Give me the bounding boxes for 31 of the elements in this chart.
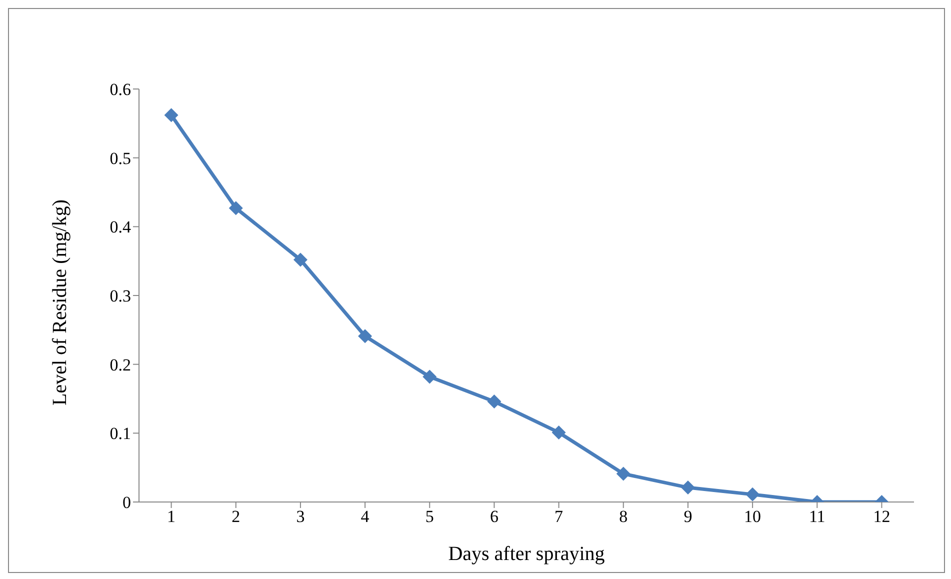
x-tick-label: 8 — [619, 507, 628, 526]
x-tick-label: 5 — [425, 507, 434, 526]
x-tick-label: 11 — [808, 507, 826, 526]
point — [164, 108, 178, 122]
x-tick-label: 2 — [232, 507, 240, 526]
point — [746, 487, 760, 502]
y-tick-label: 0.4 — [110, 218, 132, 237]
x-tick-label: 6 — [490, 507, 498, 526]
point — [616, 466, 630, 481]
x-tick-label: 3 — [296, 507, 305, 526]
point — [680, 480, 695, 495]
x-tick-label: 12 — [873, 507, 890, 526]
y-tick-label: 0.1 — [110, 424, 131, 444]
point — [358, 329, 372, 344]
y-tick-label: 0.6 — [110, 80, 131, 100]
point — [228, 201, 243, 216]
y-tick-label: 0 — [122, 493, 131, 512]
x-tick-label: 10 — [744, 507, 762, 526]
point — [422, 370, 437, 384]
x-tick-label: 7 — [554, 507, 564, 526]
x-axis-title: Days after spraying — [448, 543, 605, 565]
point — [293, 252, 308, 267]
y-axis-title: Level of Residue (mg/kg) — [49, 199, 72, 406]
y-tick-label: 0.2 — [110, 355, 131, 374]
y-tick-label: 0.5 — [110, 148, 131, 168]
point — [487, 394, 502, 409]
x-tick-label: 1 — [167, 507, 176, 526]
y-tick-label: 0.3 — [110, 286, 131, 306]
x-tick-label: 4 — [360, 507, 370, 526]
point — [552, 425, 566, 440]
x-tick-label: 9 — [684, 507, 692, 526]
